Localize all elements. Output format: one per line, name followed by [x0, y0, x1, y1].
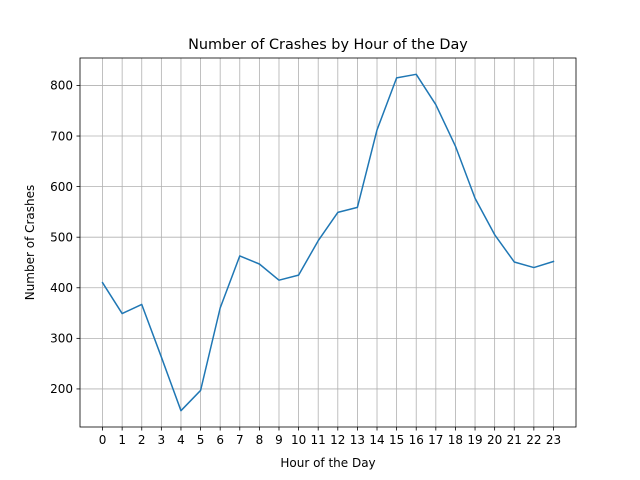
x-tick-label: 9	[275, 433, 283, 447]
x-tick-label: 8	[256, 433, 264, 447]
x-tick-label: 13	[350, 433, 365, 447]
x-tick-label: 14	[369, 433, 384, 447]
y-tick-label: 400	[50, 281, 73, 295]
x-tick-label: 7	[236, 433, 244, 447]
x-tick-label: 15	[389, 433, 404, 447]
x-tick-label: 17	[428, 433, 443, 447]
series-line	[101, 73, 555, 412]
y-axis-label: Number of Crashes	[23, 185, 37, 301]
x-tick-label: 11	[311, 433, 326, 447]
y-tick-label: 500	[50, 230, 73, 244]
x-tick-label: 20	[487, 433, 502, 447]
x-tick-label: 16	[409, 433, 424, 447]
axis-ticks	[76, 85, 554, 431]
x-tick-label: 6	[216, 433, 224, 447]
x-tick-label: 2	[138, 433, 146, 447]
x-tick-label: 3	[158, 433, 166, 447]
x-axis-label: Hour of the Day	[280, 456, 375, 470]
y-tick-label: 800	[50, 79, 73, 93]
plot-frame	[79, 57, 577, 428]
chart-title: Number of Crashes by Hour of the Day	[188, 37, 468, 53]
x-tick-label: 18	[448, 433, 463, 447]
x-tick-label: 10	[291, 433, 306, 447]
x-tick-labels: 0 1 2 3 4 5 6 7 8 9 10 11 12 13 14 15 16 17 18 19 20 21 22 23	[99, 433, 561, 447]
y-tick-labels: 200 300 400 500 600 700 800	[50, 79, 73, 396]
x-tick-label: 1	[118, 433, 126, 447]
x-tick-label: 21	[507, 433, 522, 447]
x-tick-label: 22	[526, 433, 541, 447]
x-tick-label: 4	[177, 433, 185, 447]
grid-lines	[80, 58, 576, 427]
x-tick-label: 0	[99, 433, 107, 447]
x-tick-label: 23	[546, 433, 561, 447]
x-tick-label: 5	[197, 433, 205, 447]
x-tick-label: 19	[467, 433, 482, 447]
y-tick-label: 300	[50, 332, 73, 346]
y-tick-label: 600	[50, 180, 73, 194]
y-tick-label: 200	[50, 382, 73, 396]
y-tick-label: 700	[50, 129, 73, 143]
x-tick-label: 12	[330, 433, 345, 447]
series-layer	[101, 73, 555, 412]
